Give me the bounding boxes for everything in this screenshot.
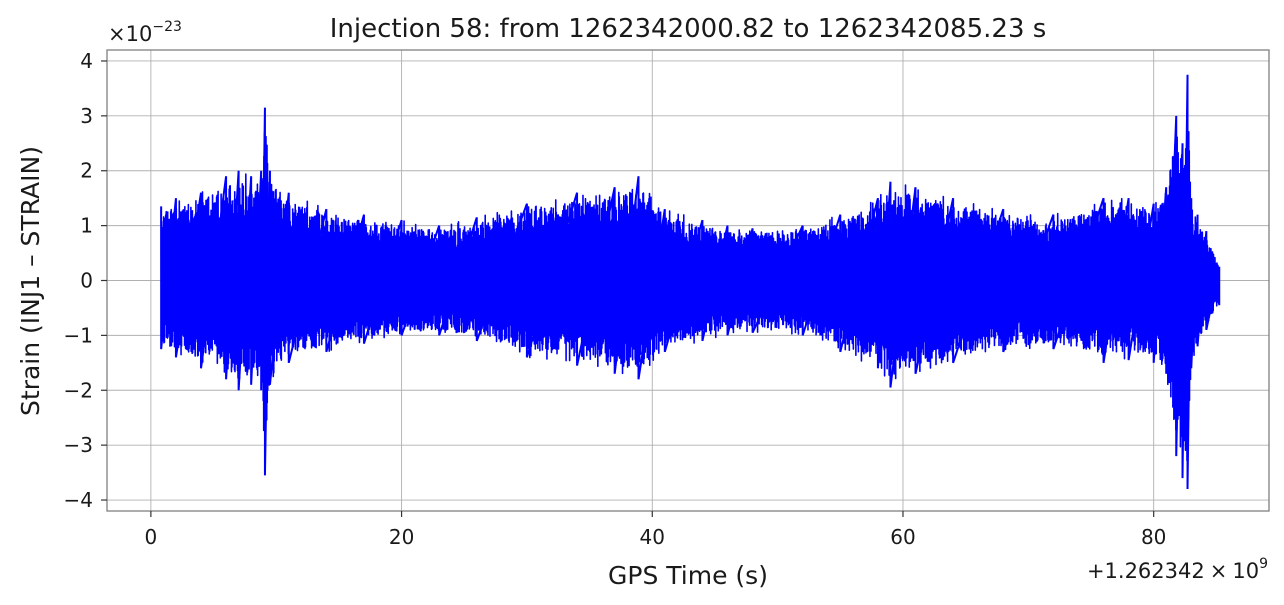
x-tick-label: 60 [890, 525, 915, 549]
y-tick-label: −4 [64, 488, 93, 512]
y-axis-label: Strain (INJ1 – STRAIN) [16, 146, 45, 416]
y-tick-label: 0 [80, 269, 93, 293]
x-tick-label: 20 [389, 525, 414, 549]
tick-layer: 0 20 40 60 80 −4 −3 −2 −1 0 1 2 3 4 [64, 49, 1167, 549]
y-scale-exp: −23 [152, 19, 182, 35]
x-offset-times: × [1210, 559, 1228, 583]
chart-title: Injection 58: from 1262342000.82 to 1262… [330, 14, 1047, 44]
y-tick-label: −2 [64, 378, 93, 402]
y-tick-label: 4 [80, 49, 93, 73]
y-tick-label: −3 [64, 433, 93, 457]
y-tick-label: 1 [80, 214, 93, 238]
strain-series-line [160, 103, 1221, 462]
x-offset-value: +1.262342 [1087, 559, 1205, 583]
y-tick-label: −1 [64, 323, 93, 347]
y-tick-label: 2 [80, 159, 93, 183]
y-tick-label: 3 [80, 104, 93, 128]
y-scale-times: × [108, 22, 126, 46]
series-layer [160, 74, 1221, 490]
x-offset-label: +1.262342 × 109 [1087, 556, 1268, 583]
x-offset-exp: 9 [1259, 556, 1268, 572]
strain-envelope-spikes [160, 74, 1221, 490]
x-tick-label: 0 [145, 525, 158, 549]
x-offset-base: 10 [1232, 559, 1259, 583]
x-tick-label: 80 [1141, 525, 1166, 549]
y-scale-factor: ×10−23 [108, 19, 182, 46]
x-tick-label: 40 [640, 525, 665, 549]
y-scale-base: 10 [126, 22, 153, 46]
x-axis-label: GPS Time (s) [608, 561, 768, 590]
